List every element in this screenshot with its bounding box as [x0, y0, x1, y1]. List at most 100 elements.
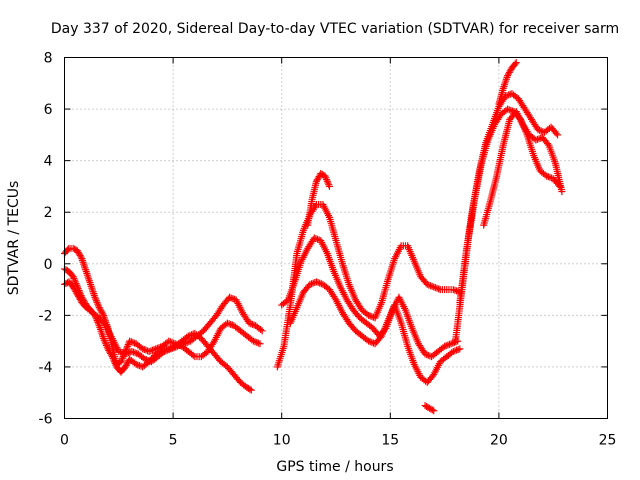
data-point	[178, 340, 186, 348]
data-point	[139, 345, 147, 353]
y-tick-label: 6	[44, 102, 53, 118]
data-point	[449, 347, 457, 355]
data-point	[450, 338, 458, 346]
data-point	[146, 357, 154, 365]
data-point	[137, 362, 145, 370]
data-point	[189, 351, 197, 359]
data-point	[449, 286, 457, 294]
data-point	[245, 319, 253, 327]
y-tick-label: 8	[44, 51, 53, 67]
data-point	[99, 310, 107, 318]
y-tick-labels: -6 -4 -2 0 2 4 6 8	[39, 51, 53, 428]
data-point	[512, 59, 520, 67]
data-point	[121, 350, 129, 358]
data-point	[123, 342, 131, 350]
data-point	[162, 347, 170, 355]
y-axis-label: SDTVAR / TECUs	[6, 181, 22, 296]
data-point	[503, 92, 511, 100]
data-point	[131, 349, 139, 357]
data-point	[543, 172, 551, 180]
data-point	[428, 406, 436, 414]
data-point	[444, 341, 452, 349]
data-point	[129, 348, 137, 356]
data-point	[69, 273, 77, 281]
data-point	[316, 279, 324, 287]
data-point	[365, 337, 373, 345]
data-point	[309, 279, 317, 287]
data-point	[127, 338, 135, 346]
data-point	[100, 336, 108, 344]
data-point	[70, 274, 78, 282]
y-tick-label: -4	[39, 360, 53, 376]
data-point	[64, 246, 72, 254]
data-point	[227, 294, 235, 302]
data-point	[209, 339, 217, 347]
data-point	[308, 280, 316, 288]
data-point	[451, 347, 459, 355]
data-point	[323, 176, 331, 184]
series-track-j	[456, 90, 562, 306]
data-point	[253, 338, 261, 346]
data-point	[430, 407, 438, 415]
data-point	[312, 278, 320, 286]
data-point	[92, 295, 100, 303]
data-point	[425, 281, 433, 289]
data-point	[147, 347, 155, 355]
data-point	[441, 342, 449, 350]
plot-frame	[64, 57, 608, 419]
data-point	[140, 346, 148, 354]
data-point	[507, 106, 515, 114]
data-point	[164, 346, 172, 354]
data-point	[116, 348, 124, 356]
data-point	[428, 282, 436, 290]
y-tick-label: -6	[39, 412, 53, 428]
data-point	[435, 285, 443, 293]
data-point	[247, 320, 255, 328]
data-point	[111, 359, 119, 367]
data-point	[165, 346, 173, 354]
y-tick-label: 4	[44, 154, 53, 170]
data-point	[506, 90, 514, 98]
data-point	[117, 358, 125, 366]
data-point	[546, 173, 554, 181]
data-point	[534, 126, 542, 134]
data-point	[314, 235, 322, 243]
data-point	[368, 313, 376, 321]
data-point	[554, 131, 562, 139]
data-point	[160, 347, 168, 355]
data-point	[169, 344, 177, 352]
data-point	[77, 253, 85, 261]
data-point	[325, 181, 333, 189]
data-point	[423, 351, 431, 359]
data-points	[61, 59, 566, 415]
data-point	[183, 338, 191, 346]
data-point	[331, 294, 339, 302]
data-point	[145, 347, 153, 355]
data-point	[552, 129, 560, 137]
data-point	[91, 293, 99, 301]
data-point	[447, 340, 455, 348]
data-point	[225, 320, 233, 328]
data-point	[107, 351, 115, 359]
data-point	[102, 341, 110, 349]
data-point	[433, 284, 441, 292]
y-tick-label: 2	[44, 205, 53, 221]
data-point	[102, 340, 110, 348]
series-track-f	[286, 278, 464, 386]
data-point	[118, 349, 126, 357]
data-point	[101, 338, 109, 346]
data-point	[544, 140, 552, 148]
data-point	[165, 337, 173, 345]
data-point	[505, 106, 513, 114]
data-point	[249, 337, 257, 345]
axis-ticks	[64, 57, 608, 419]
data-point	[504, 105, 512, 113]
y-tick-label: -2	[39, 308, 53, 324]
data-point	[126, 337, 134, 345]
series-track-c	[61, 278, 266, 366]
data-point	[95, 302, 103, 310]
data-point	[110, 358, 118, 366]
data-point	[123, 349, 131, 357]
data-point	[227, 320, 235, 328]
